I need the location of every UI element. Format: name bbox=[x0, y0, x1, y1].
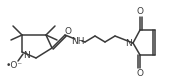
Text: O: O bbox=[137, 7, 143, 16]
Text: N: N bbox=[24, 51, 30, 60]
Text: N: N bbox=[126, 40, 132, 48]
Text: O: O bbox=[64, 26, 72, 36]
Text: •O⁻: •O⁻ bbox=[5, 62, 23, 71]
Text: NH: NH bbox=[71, 36, 85, 46]
Text: O: O bbox=[137, 68, 143, 77]
